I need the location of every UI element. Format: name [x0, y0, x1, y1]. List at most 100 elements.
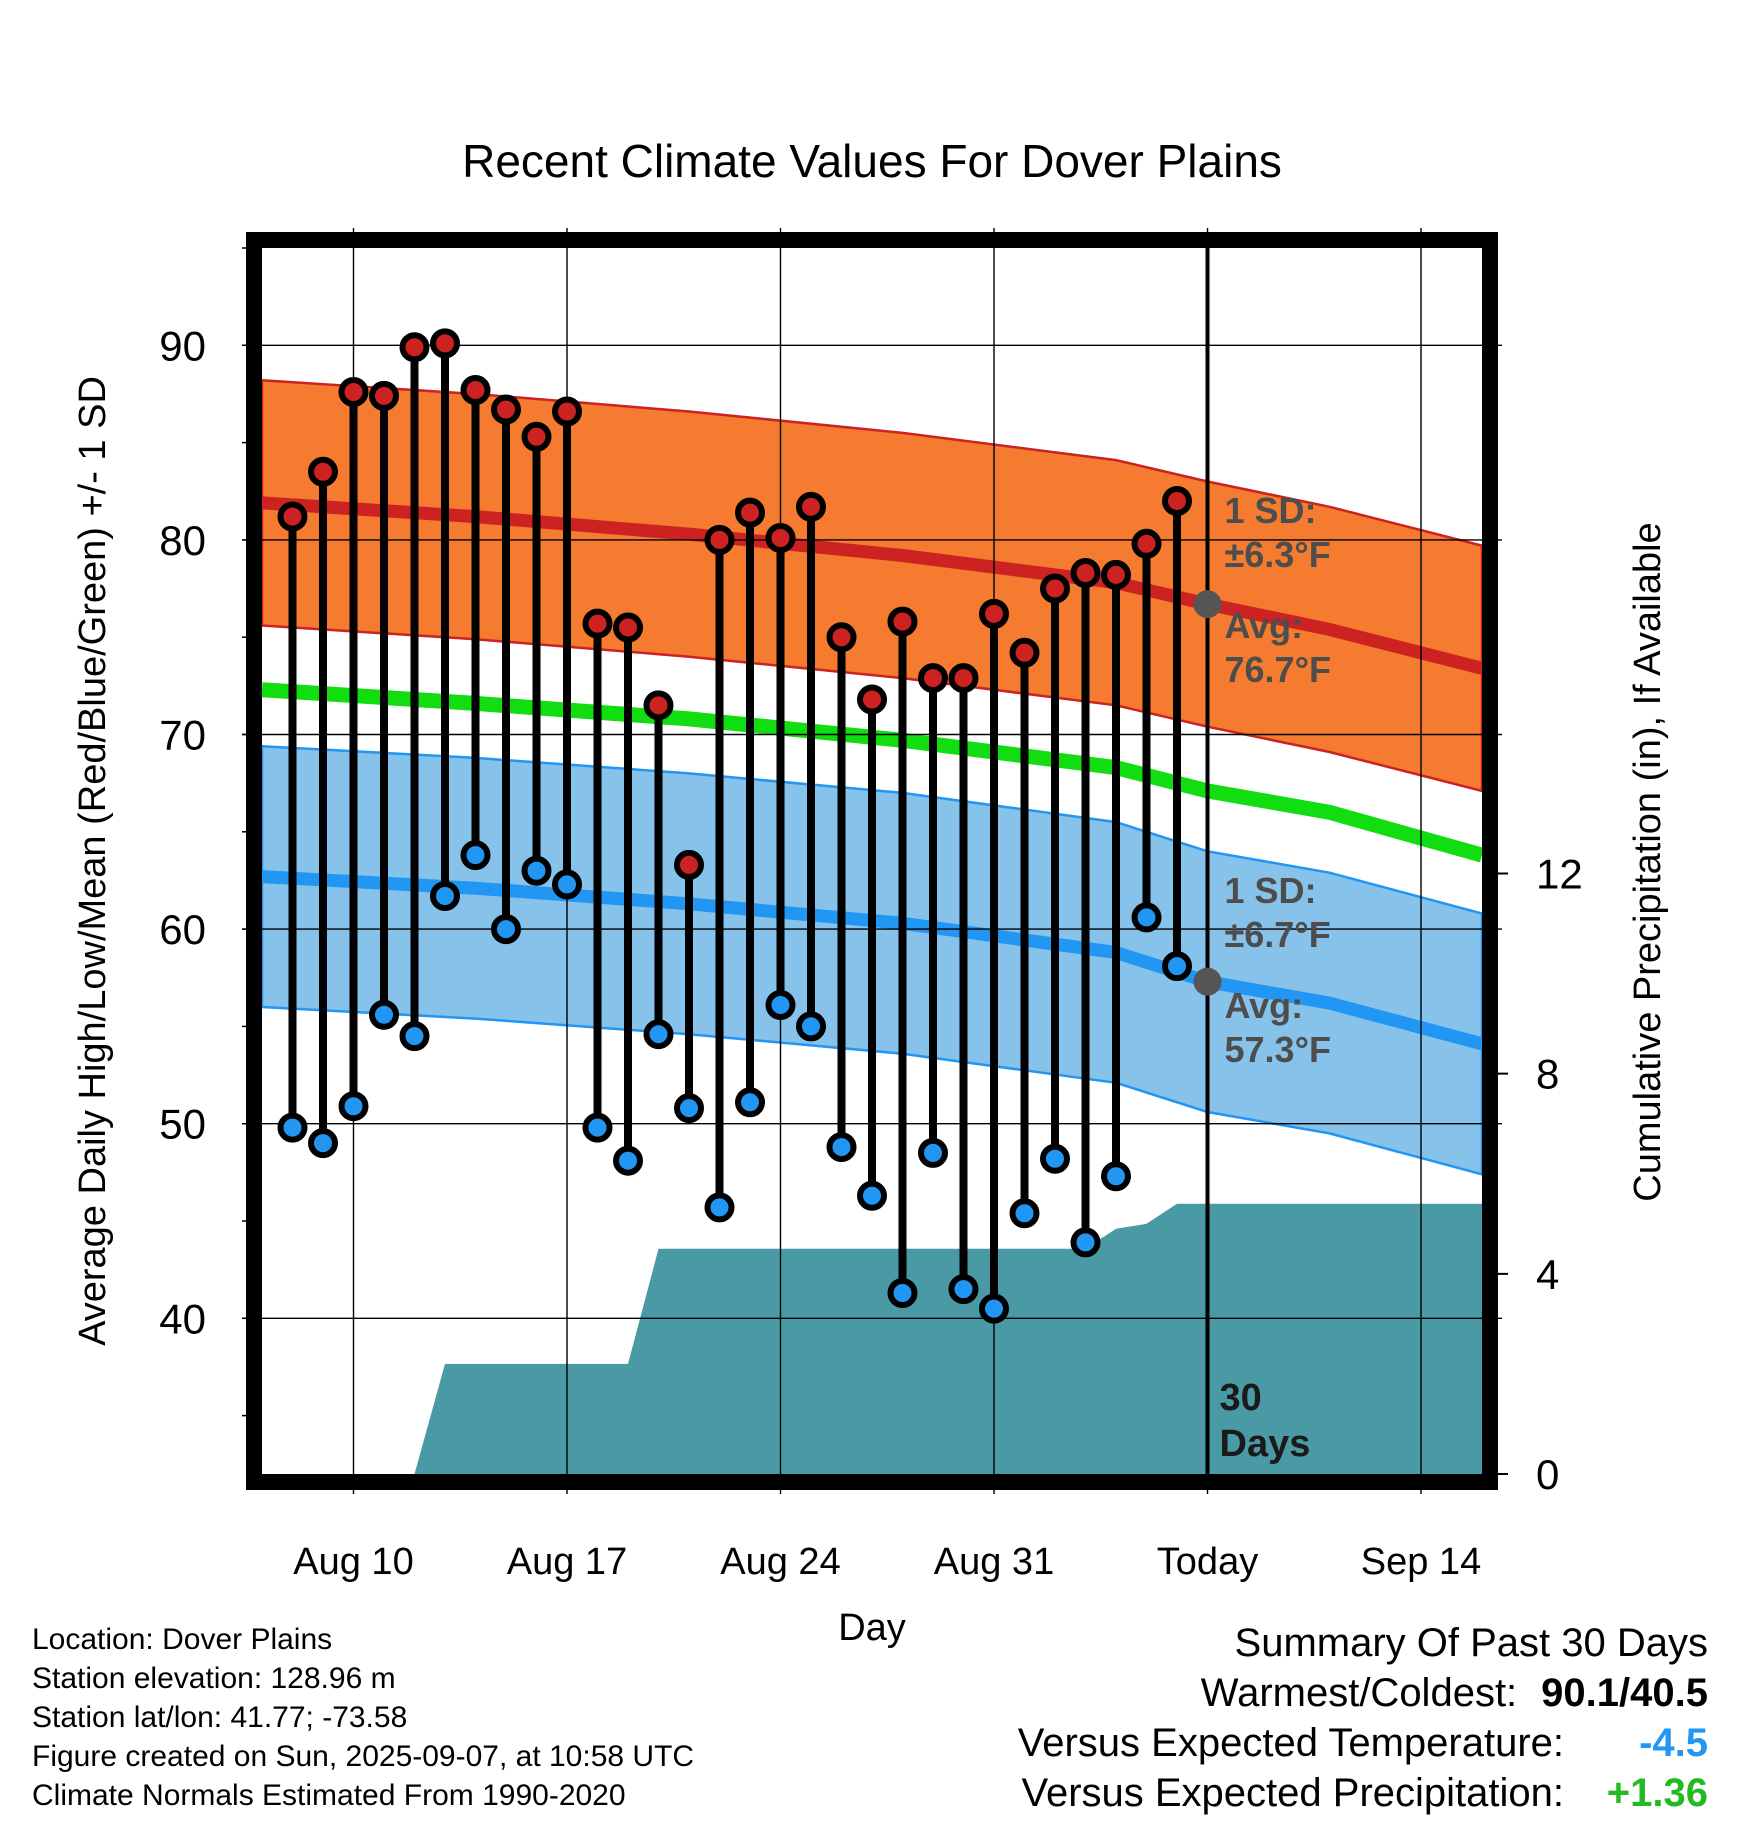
daily-high-point: [1101, 559, 1131, 590]
daily-low-point: [491, 914, 521, 945]
x-tick-label: Aug 31: [934, 1541, 1054, 1583]
daily-high-point: [1009, 637, 1040, 668]
daily-low-point: [887, 1278, 918, 1309]
daily-low-point: [277, 1112, 308, 1143]
y2-tick-label: 0: [1536, 1451, 1559, 1498]
daily-high-point: [887, 606, 918, 637]
daily-high-point: [796, 491, 826, 522]
daily-high-point: [491, 394, 521, 425]
precip-departure-label: Versus Expected Precipitation:: [1021, 1771, 1564, 1815]
y-tick-label: 60: [159, 906, 206, 953]
temp-departure-value: -4.5: [1639, 1721, 1708, 1765]
daily-low-point: [765, 990, 796, 1021]
daily-high-point: [765, 522, 796, 553]
daily-low-point: [338, 1091, 369, 1122]
daily-high-point: [582, 608, 613, 639]
chart-title: Recent Climate Values For Dover Plains: [462, 135, 1282, 187]
y2-tick-label: 12: [1536, 851, 1583, 898]
daily-low-point: [582, 1112, 613, 1143]
low-avg-annotation-line1: Avg:: [1225, 985, 1304, 1026]
high-avg-annotation-line2: 76.7°F: [1225, 649, 1331, 690]
summary-panel: Summary Of Past 30 Days Warmest/Coldest:…: [1018, 1618, 1708, 1818]
y2-tick-label: 4: [1536, 1251, 1559, 1298]
daily-high-point: [277, 501, 308, 532]
daily-low-point: [796, 1011, 826, 1042]
daily-high-point: [857, 684, 887, 715]
daily-high-point: [918, 663, 948, 694]
daily-low-point: [857, 1180, 887, 1211]
x-tick-label: Sep 14: [1361, 1541, 1481, 1583]
summary-warm-cold: Warmest/Coldest: 90.1/40.5: [1018, 1668, 1708, 1718]
days-label-line1: 30: [1220, 1377, 1262, 1419]
high-sd-annotation-line2: ±6.3°F: [1225, 534, 1331, 575]
daily-low-point: [979, 1293, 1009, 1324]
high-sd-annotation-line1: 1 SD:: [1225, 490, 1317, 531]
daily-high-point: [399, 332, 430, 363]
station-info: Location: Dover Plains Station elevation…: [32, 1620, 694, 1815]
y-tick-label: 70: [159, 712, 206, 759]
created-text: Figure created on Sun, 2025-09-07, at 10…: [32, 1740, 695, 1773]
summary-heading: Summary Of Past 30 Days: [1234, 1621, 1708, 1665]
daily-low-point: [1070, 1227, 1101, 1258]
plot-frame: [246, 232, 1498, 1490]
daily-high-point: [826, 622, 857, 653]
daily-high-point: [460, 375, 491, 406]
plot-area: Recent Climate Values For Dover Plains 1 …: [72, 135, 1669, 1649]
daily-low-point: [826, 1132, 857, 1163]
daily-low-point: [1009, 1198, 1040, 1229]
daily-high-point: [674, 849, 704, 880]
daily-low-point: [460, 840, 491, 871]
daily-low-point: [399, 1021, 430, 1052]
y-axis-title: Average Daily High/Low/Mean (Red/Blue/Gr…: [72, 376, 114, 1346]
x-tick-label: Aug 24: [720, 1541, 840, 1583]
daily-high-point: [521, 421, 552, 452]
days-label-line2: Days: [1220, 1423, 1311, 1465]
daily-low-point: [735, 1087, 765, 1118]
daily-high-point: [613, 612, 643, 643]
high-avg-annotation-line1: Avg:: [1225, 605, 1304, 646]
daily-low-point: [308, 1128, 338, 1159]
latlon-text: Station lat/lon: 41.77; -73.58: [32, 1701, 408, 1734]
daily-low-point: [1101, 1161, 1131, 1192]
daily-low-point: [948, 1274, 979, 1305]
warm-cold-value: 90.1/40.5: [1541, 1671, 1708, 1715]
high-avg-marker: [1193, 590, 1222, 619]
elevation-text: Station elevation: 128.96 m: [32, 1662, 396, 1695]
daily-high-point: [735, 497, 765, 528]
daily-low-point: [704, 1192, 735, 1223]
low-sd-annotation-line1: 1 SD:: [1225, 870, 1317, 911]
y2-tick-label: 8: [1536, 1051, 1559, 1098]
daily-high-point: [1162, 485, 1192, 516]
daily-high-point: [1040, 573, 1070, 604]
y-tick-label: 90: [159, 322, 206, 369]
normal-low-line: [262, 870, 1482, 1051]
y-tick-label: 40: [159, 1295, 206, 1342]
precip-departure-value: +1.36: [1606, 1771, 1708, 1815]
location-text: Location: Dover Plains: [32, 1623, 333, 1656]
summary-precip: Versus Expected Precipitation: +1.36: [1018, 1768, 1708, 1818]
normals-text: Climate Normals Estimated From 1990-2020: [32, 1779, 626, 1812]
daily-low-point: [1162, 951, 1192, 982]
daily-low-point: [918, 1137, 948, 1168]
x-tick-label: Today: [1157, 1541, 1258, 1583]
daily-high-point: [979, 598, 1009, 629]
low-avg-marker: [1193, 967, 1222, 996]
y-tick-label: 50: [159, 1101, 206, 1148]
low-avg-annotation-line2: 57.3°F: [1225, 1029, 1331, 1070]
daily-low-point: [552, 869, 582, 900]
daily-high-point: [1131, 528, 1162, 559]
daily-low-point: [1131, 902, 1162, 933]
normal-high-line: [262, 496, 1482, 675]
normal-mean-line: [262, 682, 1482, 863]
summary-temp: Versus Expected Temperature: -4.5: [1018, 1718, 1708, 1768]
warm-cold-label: Warmest/Coldest:: [1200, 1671, 1518, 1715]
y-tick-label: 80: [159, 517, 206, 564]
daily-high-point: [643, 690, 674, 721]
x-axis-title: Day: [838, 1607, 906, 1649]
daily-high-point: [369, 380, 399, 411]
x-tick-label: Aug 17: [507, 1541, 627, 1583]
low-sd-annotation-line2: ±6.7°F: [1225, 914, 1331, 955]
daily-low-point: [521, 855, 552, 886]
daily-high-point: [430, 328, 460, 359]
